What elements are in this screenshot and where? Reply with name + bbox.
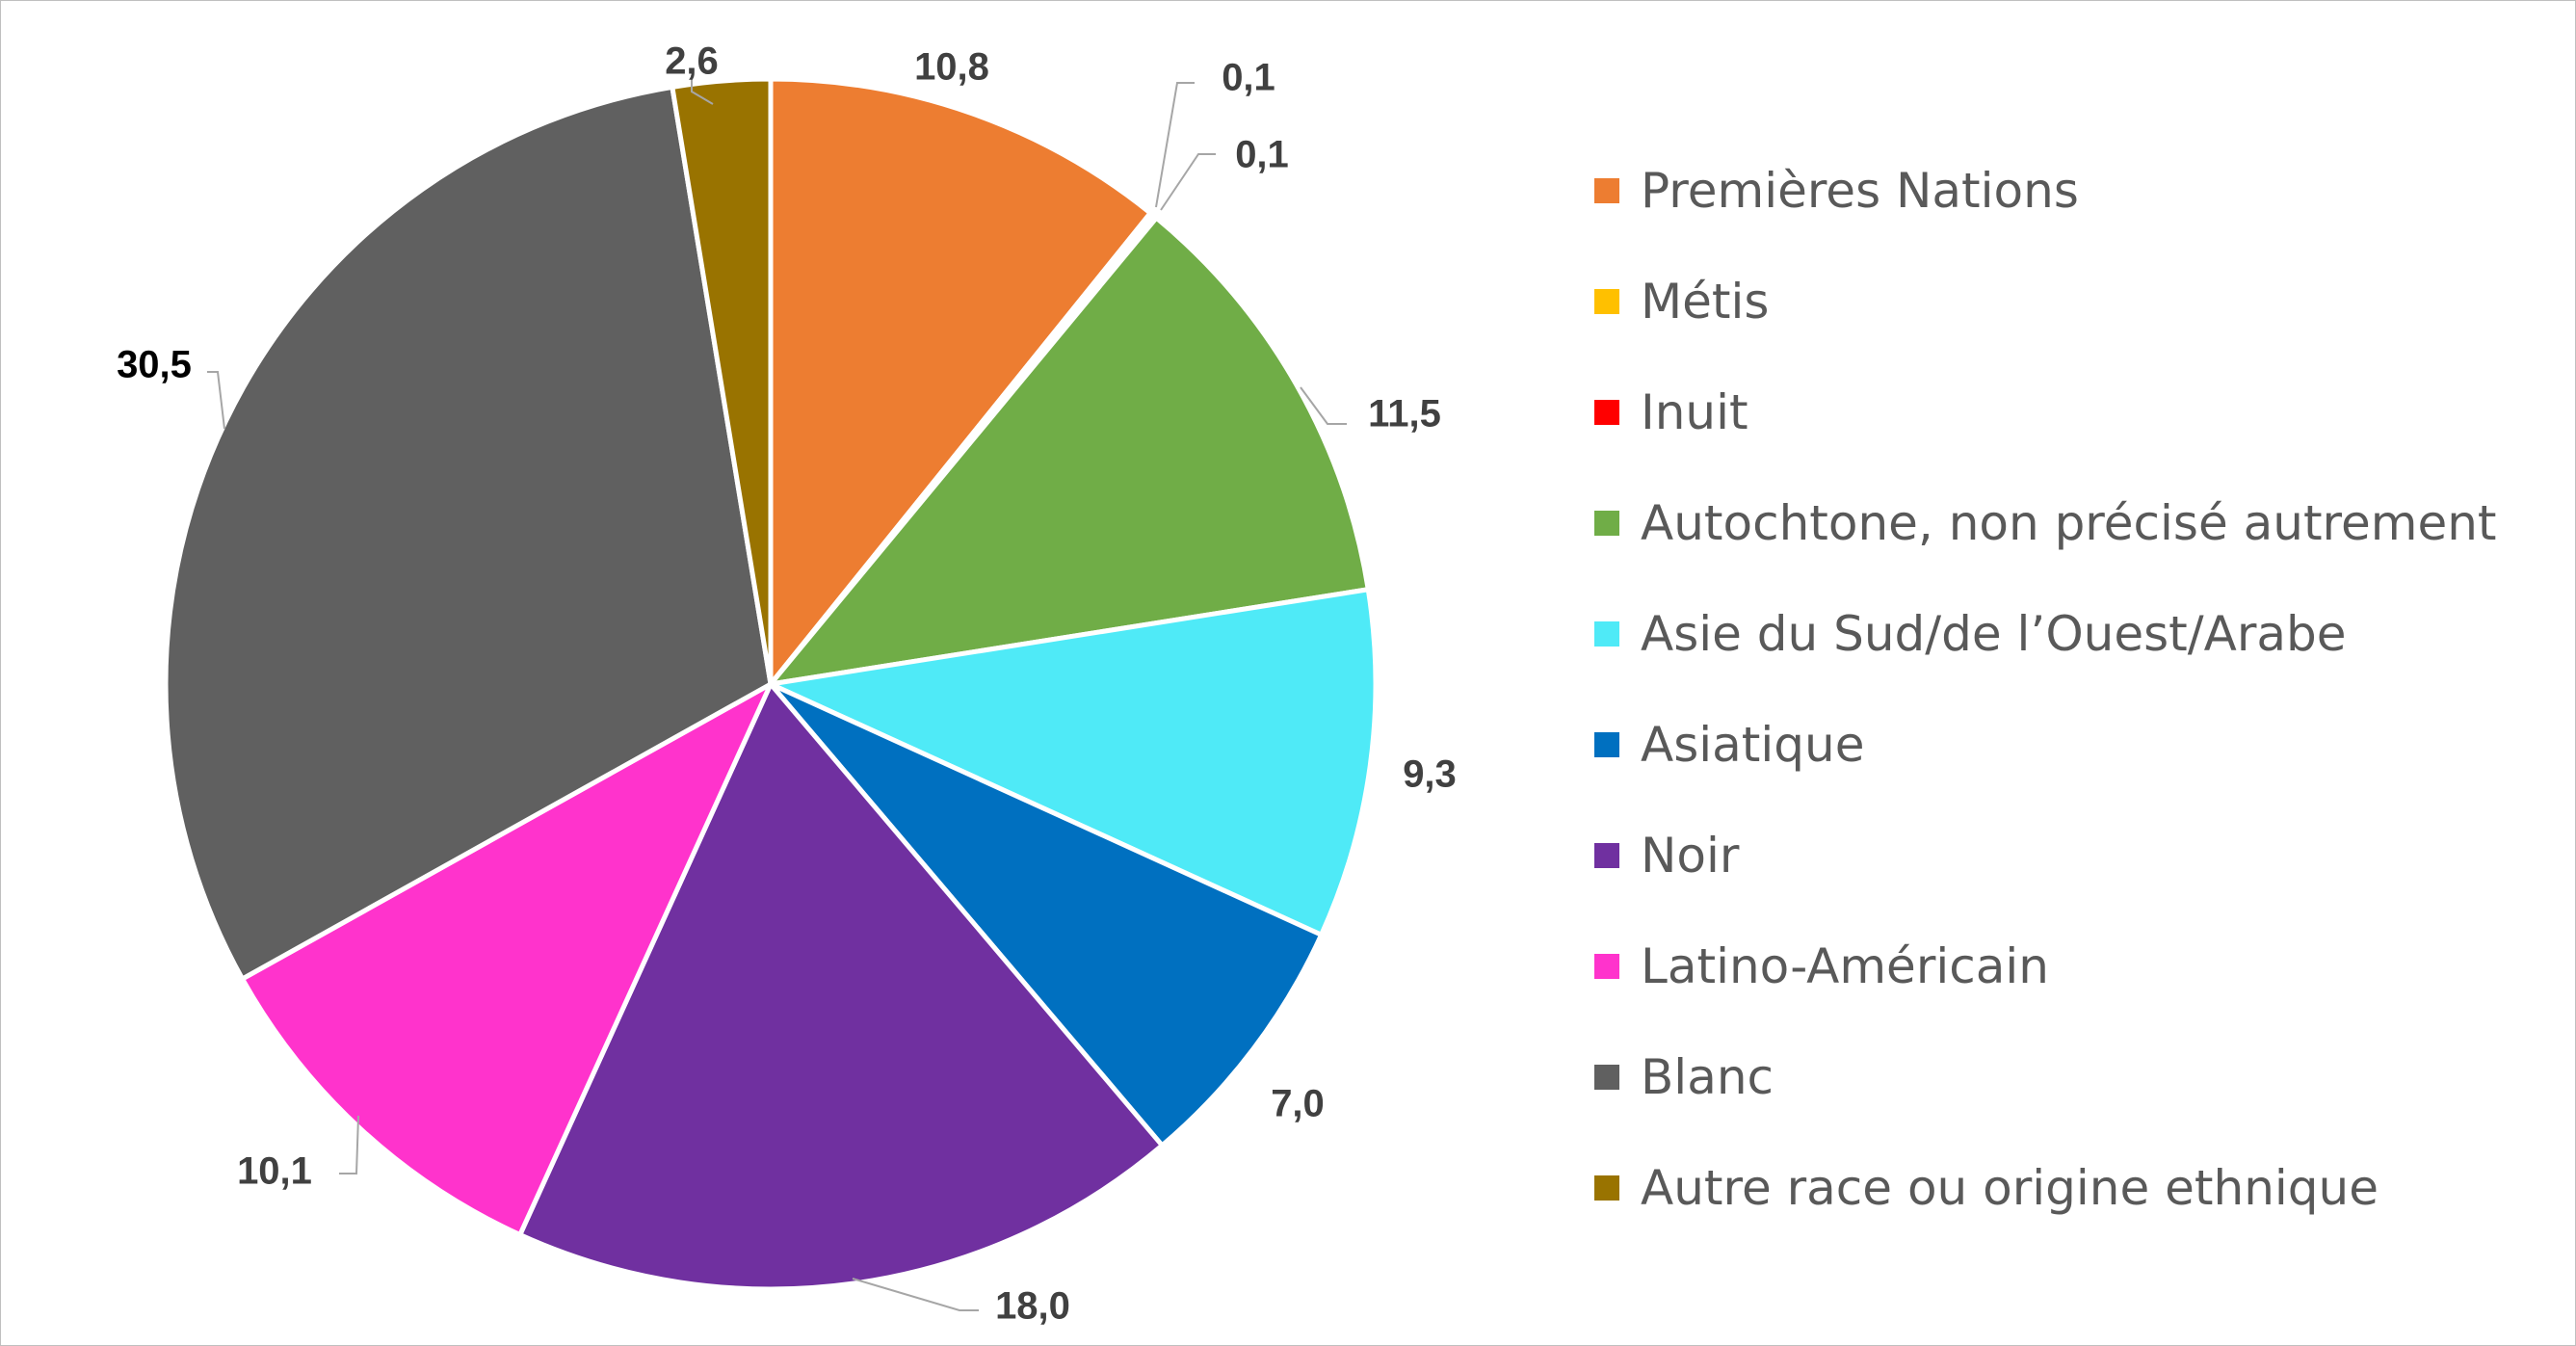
legend-item-inuit: Inuit [1594,356,2558,467]
legend-item-premieres-nations: Premières Nations [1594,135,2558,246]
legend-item-blanc: Blanc [1594,1021,2558,1132]
data-label: 0,1 [1235,134,1289,176]
legend-swatch [1594,510,1619,536]
chart-legend: Premières Nations Métis Inuit Autochtone… [1594,135,2558,1243]
data-label: 0,1 [1222,57,1275,99]
leader-line [1160,153,1216,211]
legend-label: Premières Nations [1641,162,2079,219]
pie-slice [517,681,1165,1292]
data-label: 10,8 [914,46,989,89]
pie-slice [768,681,1325,1148]
data-label: 9,3 [1403,753,1457,796]
legend-item-asie-sud-ouest-arabe: Asie du Sud/de l’Ouest/Arabe [1594,578,2558,689]
legend-label: Noir [1641,827,1740,884]
legend-label: Autochtone, non précisé autrement [1641,494,2497,551]
legend-item-autochtone: Autochtone, non précisé autrement [1594,467,2558,578]
legend-item-autre: Autre race ou origine ethnique [1594,1132,2558,1243]
leader-line [1155,82,1195,208]
pie-slice [670,76,774,687]
legend-item-metis: Métis [1594,246,2558,356]
pie-slice [240,681,774,1238]
leader-line [1300,386,1347,425]
legend-swatch [1594,731,1619,757]
legend-label: Asie du Sud/de l’Ouest/Arabe [1641,605,2347,662]
leader-line [207,371,225,430]
data-label: 10,1 [237,1150,312,1193]
legend-label: Blanc [1641,1048,1774,1105]
leader-line [339,1115,359,1174]
legend-swatch [1594,1064,1619,1090]
legend-item-latino-americain: Latino-Américain [1594,911,2558,1021]
legend-swatch [1594,1174,1619,1201]
legend-item-asiatique: Asiatique [1594,689,2558,800]
pie-slice [768,587,1379,937]
legend-label: Métis [1641,273,1770,330]
legend-label: Autre race ou origine ethnique [1641,1159,2379,1216]
legend-label: Latino-Américain [1641,937,2049,994]
legend-swatch [1594,953,1619,979]
legend-swatch [1594,842,1619,868]
legend-label: Inuit [1641,383,1748,440]
data-label: 18,0 [995,1285,1070,1328]
legend-swatch [1594,288,1619,314]
pie-slice [163,84,774,982]
pie-slice [768,76,1153,687]
data-label: 7,0 [1271,1083,1325,1125]
leader-line [691,75,714,105]
data-label: 11,5 [1368,393,1441,435]
leader-line [852,1278,979,1311]
data-label: 30,5 [117,344,192,386]
pie-slice [768,215,1371,687]
legend-swatch [1594,177,1619,203]
legend-swatch [1594,620,1619,647]
legend-item-noir: Noir [1594,800,2558,911]
legend-label: Asiatique [1641,716,1865,773]
data-label: 2,6 [665,40,719,83]
legend-swatch [1594,399,1619,425]
